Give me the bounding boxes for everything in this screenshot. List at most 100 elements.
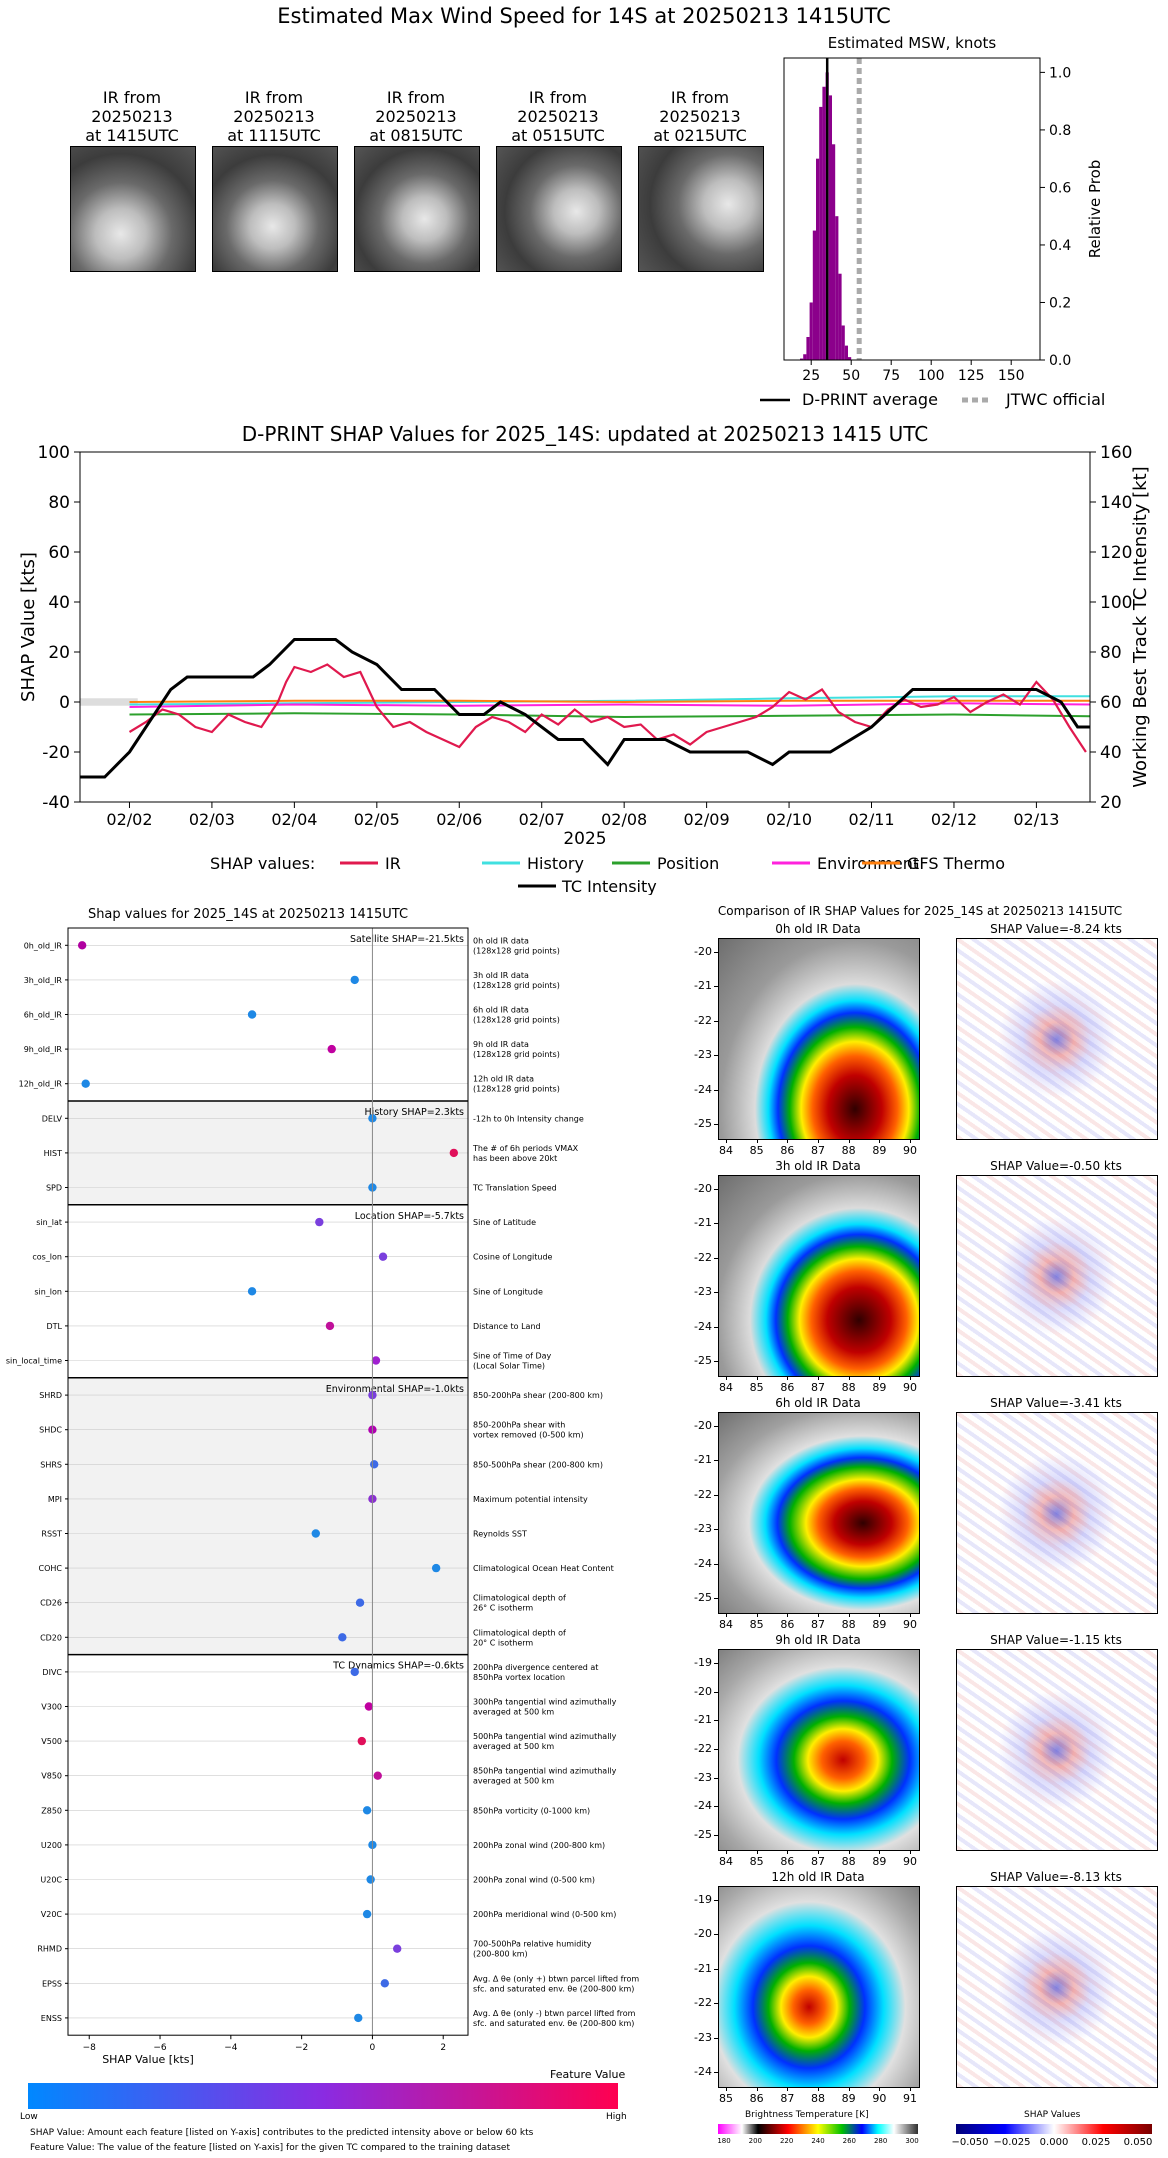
- ir-panel-image: [718, 1649, 920, 1851]
- feature-name: EPSS: [42, 1979, 62, 1988]
- feature-name: CD20: [40, 1633, 62, 1642]
- feature-name: 6h_old_IR: [24, 1011, 63, 1020]
- feature-description: Sine of Longitude: [473, 1287, 543, 1296]
- group-label: Location SHAP=-5.7kts: [355, 1211, 464, 1222]
- ir-panel-xtick: [787, 1139, 789, 1143]
- ir-panel-image: [718, 1175, 920, 1377]
- shap-panel-title: SHAP Value=-3.41 kts: [990, 1396, 1122, 1410]
- timeseries-xtick-label: 02/04: [271, 810, 317, 829]
- feature-xtick-label: 0: [370, 2043, 376, 2053]
- ir-panel-ytick: [714, 1663, 718, 1664]
- feature-description: 9h old IR data: [473, 1040, 529, 1049]
- feature-description: (128x128 grid points): [473, 981, 560, 990]
- feature-description: (128x128 grid points): [473, 1050, 560, 1059]
- shap-panel-title: SHAP Value=-1.15 kts: [990, 1633, 1122, 1647]
- ir-panel-xtick: [879, 1850, 881, 1854]
- feature-description: (128x128 grid points): [473, 946, 560, 955]
- left-ytick-label: 20: [48, 643, 70, 663]
- ir-panel-title: 0h old IR Data: [775, 922, 861, 936]
- feature-description: 850hPa tangential wind azimuthally: [473, 1767, 617, 1776]
- legend-label: GFS Thermo: [907, 854, 1005, 873]
- footnote-shap: SHAP Value: Amount each feature [listed …: [30, 2128, 534, 2138]
- ir-panel-title: 6h old IR Data: [775, 1396, 861, 1410]
- histogram-bar: [806, 336, 810, 360]
- ir-panel-ytick: [714, 1529, 718, 1531]
- ir-panel-xtick-label: 91: [903, 2092, 917, 2105]
- ir-panel-xtick-label: 84: [719, 1618, 733, 1631]
- ir-panel-ytick-label: -22: [694, 1996, 712, 2010]
- ir-panel-xtick-label: 87: [780, 2092, 795, 2105]
- legend-label: Position: [657, 854, 719, 873]
- feature-description: sfc. and saturated env. θe (200-800 km): [473, 2019, 634, 2028]
- page-title: Estimated Max Wind Speed for 14S at 2025…: [277, 4, 891, 28]
- ir-thumbnail-image: [496, 146, 622, 272]
- ir-panel-ytick: [714, 1223, 718, 1225]
- ir-panel-xtick: [726, 1850, 727, 1854]
- ir-panel-xtick-label: 90: [903, 1855, 917, 1868]
- feature-description: Avg. Δ θe (only +) btwn parcel lifted fr…: [473, 1974, 639, 1983]
- ir-panel-xtick-label: 90: [872, 2092, 887, 2105]
- ir-panel-ytick: [714, 1777, 718, 1779]
- ir-panel-ytick-label: -20: [694, 1419, 712, 1432]
- ir-panel-xtick-label: 84: [719, 1855, 733, 1868]
- feature-name: RHMD: [37, 1945, 62, 1954]
- histogram-ytick-label: 0.8: [1049, 123, 1071, 139]
- ir-panel-ytick-label: -23: [694, 1770, 712, 1784]
- ir-panel-ytick: [714, 986, 718, 988]
- ir-panel-ytick: [714, 1257, 718, 1259]
- feature-name: ENSS: [41, 2014, 62, 2023]
- timeseries-xtick-label: 02/06: [436, 810, 482, 829]
- shap-feature-chart: Shap values for 2025_14S at 20250213 141…: [6, 907, 640, 2066]
- timeseries-ylabel: SHAP Value [kts]: [18, 552, 39, 702]
- feature-description: 300hPa tangential wind azimuthally: [473, 1698, 617, 1707]
- ir-thumbnail-label: IR from 20250213 at 1115UTC: [227, 88, 321, 145]
- ir-panel-title: 9h old IR Data: [775, 1633, 861, 1647]
- feature-description: 850hPa vortex location: [473, 1673, 565, 1682]
- ir-panel-ytick: [714, 1691, 718, 1693]
- ir-panel-xtick: [848, 1613, 850, 1617]
- ir-panel-ytick-label: -23: [694, 1048, 712, 1062]
- ir-panel-xtick: [756, 1850, 758, 1854]
- feature-description: (128x128 grid points): [473, 1016, 560, 1025]
- ir-panel-xtick-label: 90: [903, 1144, 917, 1157]
- series-line-gfs-thermo: [129, 699, 1090, 704]
- feature-description: (200-800 km): [473, 1950, 528, 1959]
- right-ytick-label: 160: [1100, 443, 1132, 463]
- feature-description: 3h old IR data: [473, 971, 529, 980]
- feature-point: [350, 975, 359, 985]
- timeseries-xtick-label: 02/10: [766, 810, 812, 829]
- feature-name: SHDC: [39, 1426, 62, 1435]
- ir-thumbnail-label: IR from 20250213 at 0215UTC: [653, 88, 747, 145]
- histogram-bar: [841, 325, 845, 360]
- ir-panel-ytick: [714, 1494, 718, 1496]
- legend-label: History: [527, 854, 584, 873]
- timeseries-xtick-label: 02/12: [931, 810, 977, 829]
- bt-colorbar-tick-label: 220: [779, 2137, 794, 2145]
- ir-panel-xtick-label: 86: [780, 1144, 795, 1157]
- left-ytick-label: 0: [59, 693, 70, 713]
- ir-panel-xtick: [818, 2087, 819, 2091]
- feature-name: DELV: [42, 1114, 63, 1123]
- feature-point: [247, 1287, 257, 1296]
- ir-panel-ytick-label: -21: [694, 1216, 712, 1230]
- histogram-xtick-label: 50: [842, 368, 860, 384]
- bt-colorbar-tick-label: 260: [842, 2137, 857, 2145]
- histogram-ytick-label: 0.4: [1049, 238, 1071, 254]
- feature-description: 850hPa vorticity (0-1000 km): [473, 1806, 590, 1815]
- histogram-bar: [832, 144, 836, 360]
- feature-description: 26° C isotherm: [473, 1604, 533, 1613]
- ir-panel-xtick: [910, 1376, 911, 1380]
- feature-name: RSST: [41, 1530, 62, 1539]
- feature-description: (128x128 grid points): [473, 1085, 560, 1094]
- histogram-xtick-label: 125: [958, 368, 985, 384]
- group-label: TC Dynamics SHAP=-0.6kts: [332, 1661, 464, 1672]
- ir-panel-xtick: [726, 1613, 727, 1617]
- feature-description: Cosine of Longitude: [473, 1253, 553, 1262]
- histogram-xtick-label: 100: [918, 368, 945, 384]
- ir-panel-xtick-label: 88: [841, 1144, 856, 1157]
- feature-description: 700-500hPa relative humidity: [473, 1940, 592, 1949]
- feature-name: HIST: [44, 1149, 62, 1158]
- feature-point: [311, 1529, 320, 1538]
- feature-name: V850: [41, 1772, 62, 1781]
- ir-panel-ytick: [714, 1749, 718, 1750]
